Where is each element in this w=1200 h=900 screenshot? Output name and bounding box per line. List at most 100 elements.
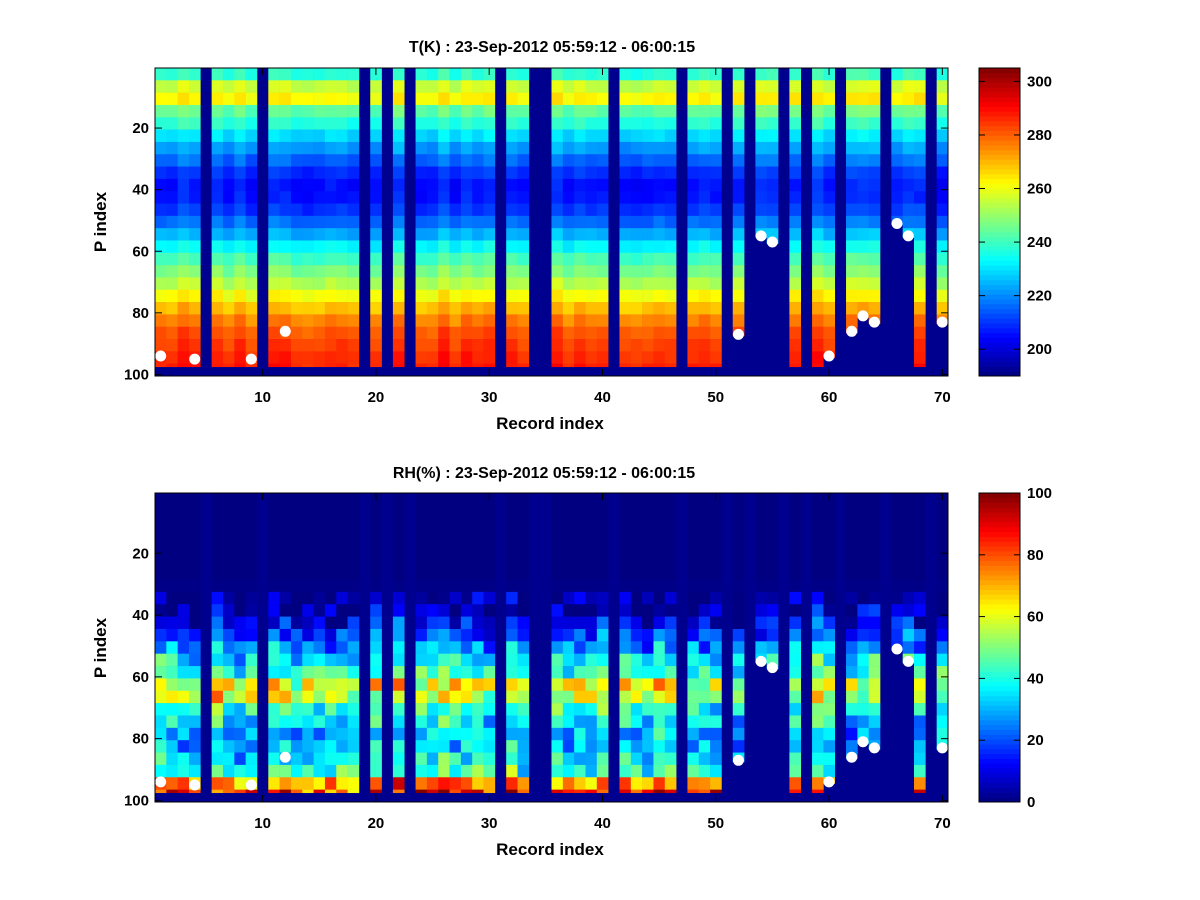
heatmap-cell [551,641,564,654]
heatmap-cell [211,68,224,81]
heatmap-cell [415,715,428,729]
heatmap-cell [506,530,518,543]
temperature-axes-box [154,67,949,377]
heatmap-cell [506,727,518,741]
heatmap-cell [392,339,405,352]
heatmap-cell [914,339,926,352]
heatmap-cell [279,530,292,543]
heatmap-cell [857,517,869,531]
heatmap-cell [914,191,926,204]
heatmap-cell [619,277,632,291]
heatmap-cell [222,678,235,692]
heatmap-cell [619,191,632,204]
heatmap-cell [653,141,666,155]
heatmap-cell [630,228,643,241]
heatmap-cell [302,542,314,556]
heatmap-cell [438,703,450,716]
heatmap-cell [789,117,802,130]
colorbar-segment [979,92,1020,98]
humidity-x-ticks: 10 20 30 40 50 60 70 [254,493,951,832]
heatmap-cell [846,203,858,217]
heatmap-cell [449,740,462,753]
heatmap-cell [245,604,258,617]
heatmap-cell [517,265,530,278]
heatmap-cell [812,727,824,741]
heatmap-cell [438,542,450,556]
heatmap-cell [868,542,881,556]
heatmap-cell [812,703,824,716]
heatmap-cell [517,764,530,778]
heatmap-cell [415,789,428,794]
colorbar-segment [979,550,1020,557]
heatmap-cell [290,351,303,364]
heatmap-cell [823,203,836,217]
heatmap-cell [653,678,666,692]
heatmap-cell [868,591,881,605]
heatmap-cell [449,591,462,605]
surface-marker [755,230,767,242]
heatmap-cell [472,517,484,531]
heatmap-cell [177,789,190,794]
heatmap-cell [789,567,802,580]
heatmap-cell [857,616,869,630]
heatmap-cell [732,740,745,753]
heatmap-cell [460,80,473,93]
heatmap-cell [562,68,575,81]
heatmap-cell [370,777,382,790]
heatmap-cell [630,554,643,568]
heatmap-cell [483,351,496,364]
heatmap-cell [664,653,677,667]
heatmap-cell [653,727,666,741]
heatmap-cell [313,530,326,543]
heatmap-cell [574,752,586,766]
heatmap-cell [426,554,439,568]
heatmap-cell [812,154,824,167]
heatmap-cell [619,641,632,654]
heatmap-cell [370,752,382,766]
heatmap-cell [336,240,348,254]
heatmap-cell [472,191,484,204]
heatmap-cell [166,203,178,217]
heatmap-cell [279,117,292,130]
heatmap-cell [755,542,768,556]
heatmap-cell [324,542,337,556]
colorbar-segment [979,686,1020,692]
heatmap-cell [177,505,190,519]
heatmap-cell [290,129,303,143]
heatmap-cell [732,591,745,605]
heatmap-cell [472,752,484,766]
heatmap-cell [710,215,722,229]
heatmap-cell [936,129,949,143]
heatmap-cell [279,363,292,368]
heatmap-cell [234,517,246,531]
surface-marker [732,754,744,766]
heatmap-cell [846,554,858,568]
heatmap-cell [596,678,609,692]
heatmap-cell [166,166,178,180]
heatmap-cell [279,604,292,617]
temperature-title: T(K) : 23-Sep-2012 05:59:12 - 06:00:15 [409,39,695,56]
temperature-panel: T(K) : 23-Sep-2012 05:59:12 - 06:00:15 1… [91,39,1052,433]
heatmap-cell [710,129,722,143]
heatmap-cell [687,628,700,642]
heatmap-cell [868,141,881,155]
heatmap-cell [585,628,598,642]
colorbar-segment [979,579,1020,586]
heatmap-cell [789,240,802,254]
heatmap-cell [789,505,802,519]
heatmap-cell [449,215,462,229]
heatmap-cell [517,567,530,580]
heatmap-cell [245,517,258,531]
heatmap-cell [268,80,280,93]
colorbar-segment [979,748,1020,755]
heatmap-cell [619,289,632,303]
heatmap-cell [551,628,564,642]
colorbar-segment [979,217,1020,223]
colorbar-segment [979,739,1020,745]
heatmap-cell [936,141,949,155]
heatmap-cell [290,277,303,291]
heatmap-cell [426,265,439,278]
heatmap-cell [370,228,382,241]
heatmap-cell [551,604,564,617]
